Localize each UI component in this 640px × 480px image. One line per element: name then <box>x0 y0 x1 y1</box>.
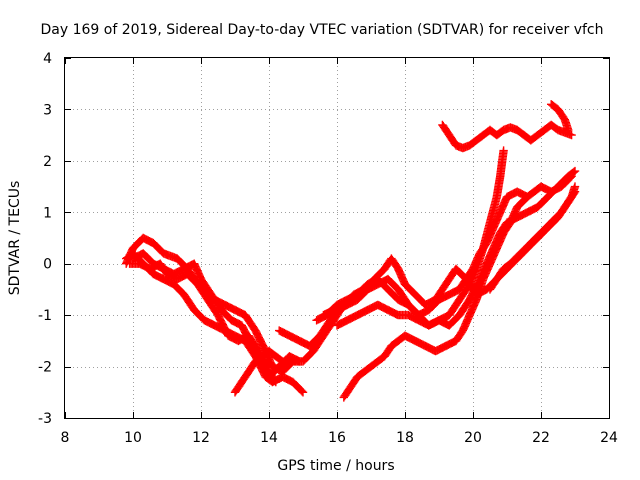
x-tick-label: 24 <box>600 430 618 446</box>
plot-area <box>122 100 580 402</box>
data-point <box>499 146 508 155</box>
grid <box>65 58 609 418</box>
data-point <box>569 167 579 177</box>
data-point <box>270 376 280 385</box>
axis-ticks <box>65 58 610 419</box>
y-tick-label: -1 <box>38 308 52 324</box>
data-point <box>567 130 576 140</box>
plot-frame <box>64 57 610 419</box>
series-track-5 <box>230 346 287 397</box>
data-point <box>277 356 286 365</box>
data-point <box>295 357 304 366</box>
data-point <box>297 387 307 396</box>
series-track-11 <box>485 182 580 294</box>
data-point <box>564 125 573 135</box>
y-tick-label: 0 <box>43 257 52 273</box>
x-tick-label: 10 <box>124 430 142 446</box>
series-track-10 <box>339 192 532 402</box>
y-tick-label: 1 <box>43 205 52 221</box>
x-tick-label: 14 <box>260 430 278 446</box>
x-tick-label: 18 <box>396 430 414 446</box>
series-track-1 <box>122 233 365 376</box>
y-axis-label: SDTVAR / TECUs <box>7 181 23 296</box>
y-tick-label: 4 <box>43 51 52 67</box>
chart-title: Day 169 of 2019, Sidereal Day-to-day VTE… <box>40 22 603 38</box>
data-point <box>523 192 532 202</box>
x-tick-label: 8 <box>61 430 70 446</box>
x-tick-label: 12 <box>192 430 210 446</box>
data-point <box>522 193 531 203</box>
data-point <box>570 166 580 176</box>
x-tick-label: 20 <box>464 430 482 446</box>
y-tick-label: 2 <box>43 154 52 170</box>
y-tick-label: -3 <box>38 411 52 427</box>
y-tick-label: 3 <box>43 102 52 118</box>
x-axis-label: GPS time / hours <box>277 458 394 474</box>
data-point <box>570 182 580 191</box>
series-track-13 <box>547 100 573 135</box>
x-tick-label: 22 <box>532 430 550 446</box>
y-tick-labels: -3 -2 -1 0 1 2 3 4 <box>38 51 52 427</box>
data-point <box>298 388 308 397</box>
x-tick-labels: 8 10 12 14 16 18 20 22 24 <box>61 430 618 446</box>
y-tick-label: -2 <box>38 360 52 376</box>
x-tick-label: 16 <box>328 430 346 446</box>
data-point <box>271 377 280 387</box>
series-track-12 <box>438 120 576 153</box>
data-point <box>278 357 287 366</box>
